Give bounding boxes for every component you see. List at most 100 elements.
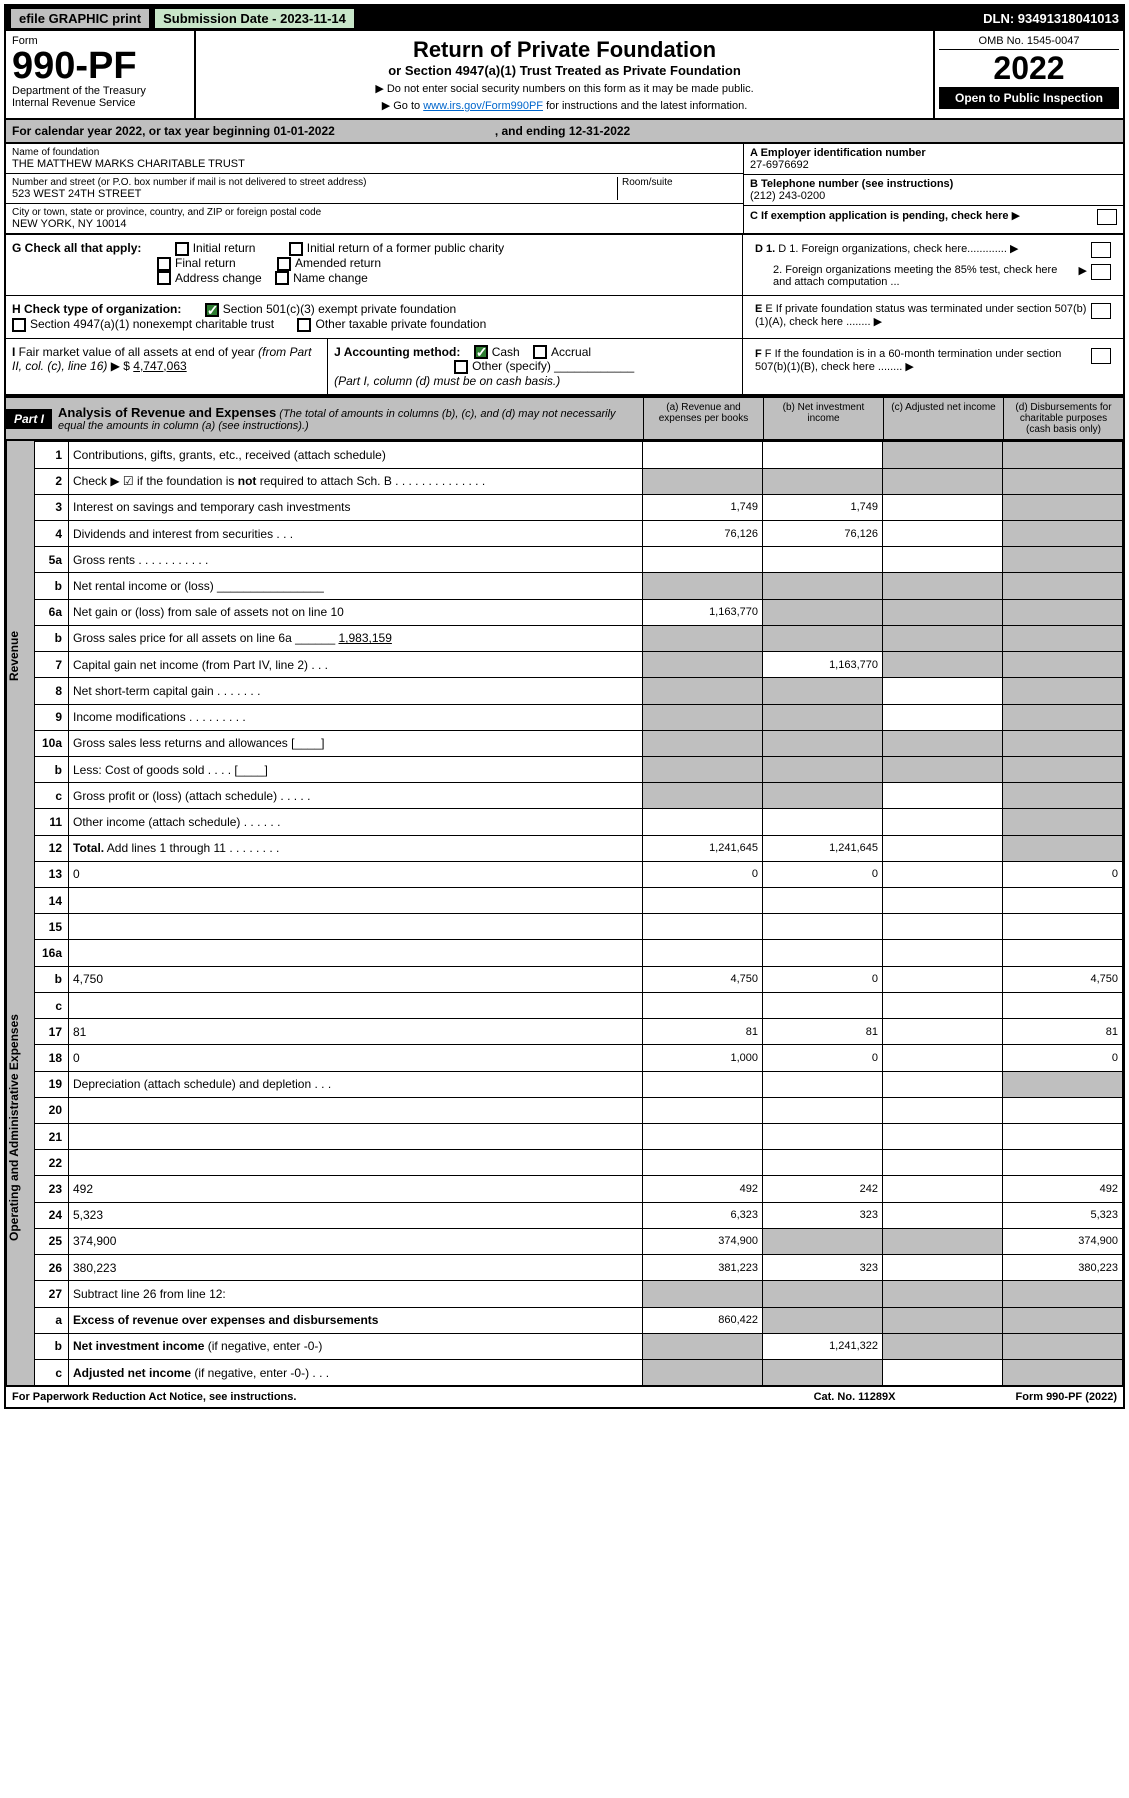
dept: Department of the Treasury bbox=[12, 85, 188, 97]
f-checkbox[interactable] bbox=[1091, 348, 1111, 364]
amt-c bbox=[883, 1307, 1003, 1333]
row-num: 24 bbox=[35, 1202, 69, 1228]
amt-b: 1,241,645 bbox=[763, 835, 883, 861]
amt-a: 381,223 bbox=[643, 1255, 763, 1281]
amt-c bbox=[883, 1281, 1003, 1307]
row-desc: Net short-term capital gain . . . . . . … bbox=[69, 678, 643, 704]
amt-d: 492 bbox=[1003, 1176, 1123, 1202]
g-amended[interactable] bbox=[277, 257, 291, 271]
amt-c bbox=[883, 494, 1003, 520]
amt-a: 1,163,770 bbox=[643, 599, 763, 625]
header-left: Form 990-PF Department of the Treasury I… bbox=[6, 31, 196, 118]
amt-b: 76,126 bbox=[763, 520, 883, 546]
row-desc: 81 bbox=[69, 1019, 643, 1045]
phone-label: B Telephone number (see instructions) bbox=[750, 178, 1117, 190]
amt-b bbox=[763, 1359, 883, 1385]
col-c-hdr: (c) Adjusted net income bbox=[883, 398, 1003, 439]
amt-b: 0 bbox=[763, 861, 883, 887]
g-initial-return[interactable] bbox=[175, 242, 189, 256]
amt-a: 1,749 bbox=[643, 494, 763, 520]
amt-c bbox=[883, 1045, 1003, 1071]
omb-number: OMB No. 1545-0047 bbox=[939, 35, 1119, 50]
amt-c bbox=[883, 468, 1003, 494]
g-address[interactable] bbox=[157, 271, 171, 285]
amt-a bbox=[643, 888, 763, 914]
amt-c bbox=[883, 1019, 1003, 1045]
amt-d: 4,750 bbox=[1003, 966, 1123, 992]
amt-a bbox=[643, 756, 763, 782]
row-desc: Total. Add lines 1 through 11 . . . . . … bbox=[69, 835, 643, 861]
row-desc: Capital gain net income (from Part IV, l… bbox=[69, 652, 643, 678]
row-num: 15 bbox=[35, 914, 69, 940]
h-o3: Other taxable private foundation bbox=[315, 317, 486, 331]
amt-b bbox=[763, 704, 883, 730]
g-initial-former[interactable] bbox=[289, 242, 303, 256]
amt-b bbox=[763, 678, 883, 704]
amt-d bbox=[1003, 442, 1123, 468]
amt-d bbox=[1003, 573, 1123, 599]
j-accrual[interactable] bbox=[533, 345, 547, 359]
h-other[interactable] bbox=[297, 318, 311, 332]
city: NEW YORK, NY 10014 bbox=[12, 218, 737, 230]
amt-a bbox=[643, 1359, 763, 1385]
amt-b bbox=[763, 992, 883, 1018]
row-desc: 0 bbox=[69, 1045, 643, 1071]
amt-c bbox=[883, 1097, 1003, 1123]
row-num: a bbox=[35, 1307, 69, 1333]
table-row: 3Interest on savings and temporary cash … bbox=[35, 494, 1123, 520]
row-desc: Gross profit or (loss) (attach schedule)… bbox=[69, 783, 643, 809]
amt-b bbox=[763, 1281, 883, 1307]
amt-a bbox=[643, 1281, 763, 1307]
h-501c3[interactable] bbox=[205, 303, 219, 317]
efile-print-btn[interactable]: efile GRAPHIC print bbox=[10, 8, 150, 29]
header-mid: Return of Private Foundation or Section … bbox=[196, 31, 933, 118]
cal-begin: For calendar year 2022, or tax year begi… bbox=[12, 124, 335, 138]
row-num: c bbox=[35, 992, 69, 1018]
j-cash[interactable] bbox=[474, 345, 488, 359]
row-num: 2 bbox=[35, 468, 69, 494]
note-2: ▶ Go to www.irs.gov/Form990PF for instru… bbox=[206, 99, 923, 112]
row-num: 6a bbox=[35, 599, 69, 625]
amt-a: 76,126 bbox=[643, 520, 763, 546]
amt-a bbox=[643, 1097, 763, 1123]
d1-checkbox[interactable] bbox=[1091, 242, 1111, 258]
table-row: 22 bbox=[35, 1150, 1123, 1176]
e-checkbox[interactable] bbox=[1091, 303, 1111, 319]
h-4947[interactable] bbox=[12, 318, 26, 332]
g-final[interactable] bbox=[157, 257, 171, 271]
amt-b bbox=[763, 547, 883, 573]
table-row: 10aGross sales less returns and allowanc… bbox=[35, 730, 1123, 756]
amt-c bbox=[883, 599, 1003, 625]
amt-a bbox=[643, 992, 763, 1018]
c-checkbox[interactable] bbox=[1097, 209, 1117, 225]
j-other[interactable] bbox=[454, 360, 468, 374]
g-name[interactable] bbox=[275, 271, 289, 285]
address: 523 WEST 24TH STREET bbox=[12, 188, 617, 200]
form-link[interactable]: www.irs.gov/Form990PF bbox=[423, 100, 543, 112]
form-number: 990-PF bbox=[12, 47, 188, 85]
table-row: bNet investment income (if negative, ent… bbox=[35, 1333, 1123, 1359]
calendar-year-row: For calendar year 2022, or tax year begi… bbox=[6, 120, 1123, 144]
amt-d: 5,323 bbox=[1003, 1202, 1123, 1228]
amt-a bbox=[643, 704, 763, 730]
part1-desc: Analysis of Revenue and Expenses (The to… bbox=[52, 401, 643, 436]
amt-b bbox=[763, 756, 883, 782]
section-ij: I Fair market value of all assets at end… bbox=[6, 339, 1123, 397]
g-o5: Address change bbox=[175, 271, 262, 285]
row-num: c bbox=[35, 783, 69, 809]
main-table: 1Contributions, gifts, grants, etc., rec… bbox=[34, 441, 1123, 1386]
amt-d bbox=[1003, 1150, 1123, 1176]
amt-c bbox=[883, 1333, 1003, 1359]
g-label: G Check all that apply: bbox=[12, 241, 141, 255]
row-desc: Gross sales less returns and allowances … bbox=[69, 730, 643, 756]
table-row: 19Depreciation (attach schedule) and dep… bbox=[35, 1071, 1123, 1097]
j-o3: Other (specify) bbox=[472, 359, 551, 373]
amt-b bbox=[763, 914, 883, 940]
row-num: 19 bbox=[35, 1071, 69, 1097]
d2-checkbox[interactable] bbox=[1091, 264, 1111, 280]
amt-a bbox=[643, 1124, 763, 1150]
amt-d bbox=[1003, 1281, 1123, 1307]
amt-d: 374,900 bbox=[1003, 1228, 1123, 1254]
table-row: 1801,00000 bbox=[35, 1045, 1123, 1071]
dln: DLN: 93491318041013 bbox=[983, 11, 1119, 26]
